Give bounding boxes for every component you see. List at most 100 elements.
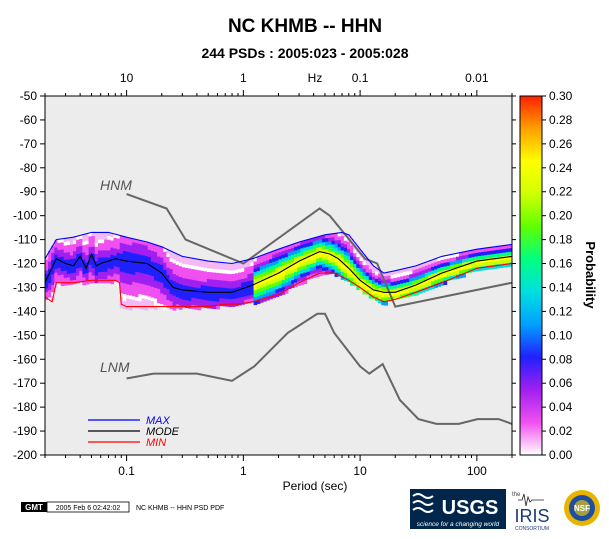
pdf-cell — [222, 273, 227, 278]
pdf-cell — [125, 280, 130, 285]
pdf-cell — [356, 257, 361, 262]
pdf-cell — [269, 291, 273, 296]
pdf-cell — [480, 252, 485, 257]
pdf-cell — [132, 271, 136, 276]
pdf-cell — [178, 284, 183, 289]
pdf-cell — [250, 273, 255, 278]
pdf-cell — [69, 259, 74, 264]
pdf-cell — [421, 277, 426, 282]
pdf-cell — [399, 280, 404, 285]
pdf-cell — [343, 251, 348, 256]
pdf-cell — [45, 274, 49, 279]
pdf-cell — [337, 232, 342, 237]
pdf-cell — [222, 269, 227, 275]
pdf-cell — [312, 241, 317, 246]
pdf-cell — [390, 282, 395, 287]
pdf-cell — [250, 291, 255, 296]
pdf-cell — [147, 249, 152, 255]
pdf-cell — [194, 269, 199, 274]
pdf-cell — [446, 272, 451, 278]
pdf-cell — [76, 239, 80, 244]
colorbar-tick-label: 0.28 — [549, 113, 573, 127]
pdf-cell — [346, 241, 351, 247]
pdf-cell — [147, 257, 152, 262]
pdf-cell — [443, 266, 448, 271]
pdf-cell — [119, 260, 124, 266]
pdf-cell — [337, 247, 342, 252]
pdf-cell — [91, 250, 96, 255]
pdf-cell — [178, 259, 183, 264]
pdf-cell — [85, 276, 90, 281]
pdf-cell — [147, 278, 152, 283]
pdf-cell — [378, 273, 382, 278]
pdf-cell — [88, 268, 93, 273]
pdf-cell — [216, 276, 220, 281]
pdf-cell — [390, 278, 395, 283]
pdf-cell — [119, 239, 124, 244]
pdf-cell — [468, 250, 473, 255]
pdf-cell — [431, 266, 435, 272]
pdf-cell — [150, 247, 155, 252]
pdf-cell — [287, 248, 292, 254]
colorbar-tick-label: 0.22 — [549, 185, 573, 199]
pdf-cell — [431, 263, 435, 268]
pdf-cell — [163, 305, 168, 310]
pdf-cell — [306, 271, 311, 276]
pdf-cell — [250, 298, 255, 303]
pdf-cell — [477, 266, 482, 271]
pdf-cell — [166, 281, 171, 287]
pdf-cell — [51, 245, 55, 250]
pdf-cell — [331, 248, 336, 253]
pdf-cell — [197, 306, 202, 311]
pdf-cell — [415, 287, 420, 292]
pdf-cell — [225, 277, 230, 282]
pdf-cell — [216, 283, 220, 288]
pdf-cell — [241, 289, 245, 294]
pdf-cell — [73, 272, 77, 277]
pdf-cell — [160, 246, 164, 251]
x-axis-label: Period (sec) — [283, 479, 348, 493]
pdf-cell — [253, 272, 258, 277]
pdf-cell — [172, 263, 177, 268]
pdf-cell — [284, 268, 289, 273]
pdf-cell — [409, 270, 413, 275]
pdf-cell — [337, 250, 342, 255]
pdf-cell — [337, 236, 342, 241]
pdf-cell — [69, 262, 74, 267]
pdf-cell — [247, 295, 252, 300]
pdf-cell — [328, 262, 333, 268]
pdf-cell — [132, 267, 136, 272]
pdf-cell — [375, 271, 379, 276]
pdf-cell — [490, 250, 494, 255]
pdf-cell — [113, 234, 118, 239]
pdf-cell — [315, 240, 320, 245]
statistic-curves — [45, 231, 512, 308]
pdf-cell — [315, 254, 320, 260]
pdf-cell — [194, 262, 199, 267]
pdf-cell — [144, 288, 149, 293]
pdf-cell — [45, 270, 49, 275]
pdf-cell — [343, 240, 348, 245]
pdf-cell — [178, 298, 183, 303]
pdf-cell — [328, 270, 333, 275]
pdf-cell — [440, 256, 445, 261]
pdf-cell — [104, 250, 108, 255]
pdf-cell — [69, 248, 74, 253]
pdf-cell — [431, 274, 435, 279]
pdf-cell — [480, 266, 485, 271]
pdf-cell — [135, 289, 139, 295]
pdf-cell — [45, 292, 49, 297]
pdf-cell — [110, 262, 115, 267]
pdf-cell — [157, 245, 161, 250]
pdf-cell — [163, 280, 168, 285]
pdf-cell — [141, 262, 146, 267]
pdf-cell — [132, 285, 136, 290]
pdf-cell — [51, 249, 55, 254]
pdf-cell — [79, 271, 83, 276]
pdf-cell — [306, 250, 311, 255]
pdf-cell — [222, 266, 227, 271]
pdf-cell — [371, 291, 376, 296]
pdf-cell — [132, 256, 136, 262]
pdf-cell — [85, 265, 90, 271]
pdf-cell — [297, 274, 301, 279]
